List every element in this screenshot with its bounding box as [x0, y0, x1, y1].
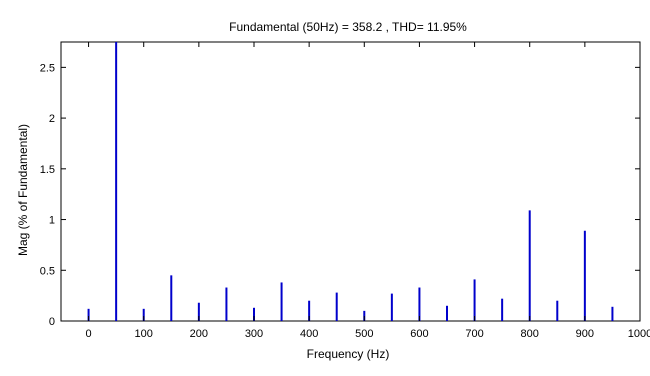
x-tick-label: 700 — [465, 328, 483, 340]
plot-frame — [60, 41, 641, 322]
x-tick-label: 0 — [86, 328, 92, 340]
y-tick-label: 0.5 — [40, 265, 55, 277]
x-tick-label: 900 — [576, 328, 594, 340]
x-axis-ticks: 0 100 200 300 400 500 600 700 800 900 1000 — [86, 42, 650, 340]
y-tick-label: 0 — [49, 316, 55, 328]
x-tick-label: 400 — [300, 328, 318, 340]
spectrum-bars — [87, 42, 614, 321]
y-tick-label: 1.5 — [40, 164, 55, 176]
x-tick-label: 200 — [190, 328, 208, 340]
x-tick-label: 500 — [355, 328, 373, 340]
y-axis-label: Mag (% of Fundamental) — [16, 124, 30, 256]
y-axis-ticks: 0 0.5 1 1.5 2 2.5 — [40, 62, 640, 328]
x-tick-label: 600 — [410, 328, 428, 340]
x-tick-label: 100 — [135, 328, 153, 340]
y-tick-label: 1 — [49, 215, 55, 227]
x-axis-label: Frequency (Hz) — [307, 347, 390, 361]
x-tick-label: 1000 — [628, 328, 650, 340]
x-tick-label: 300 — [245, 328, 263, 340]
x-tick-label: 800 — [521, 328, 539, 340]
chart-title: Fundamental (50Hz) = 358.2 , THD= 11.95% — [229, 20, 467, 34]
y-tick-label: 2.5 — [40, 62, 55, 74]
y-tick-label: 2 — [49, 113, 55, 125]
